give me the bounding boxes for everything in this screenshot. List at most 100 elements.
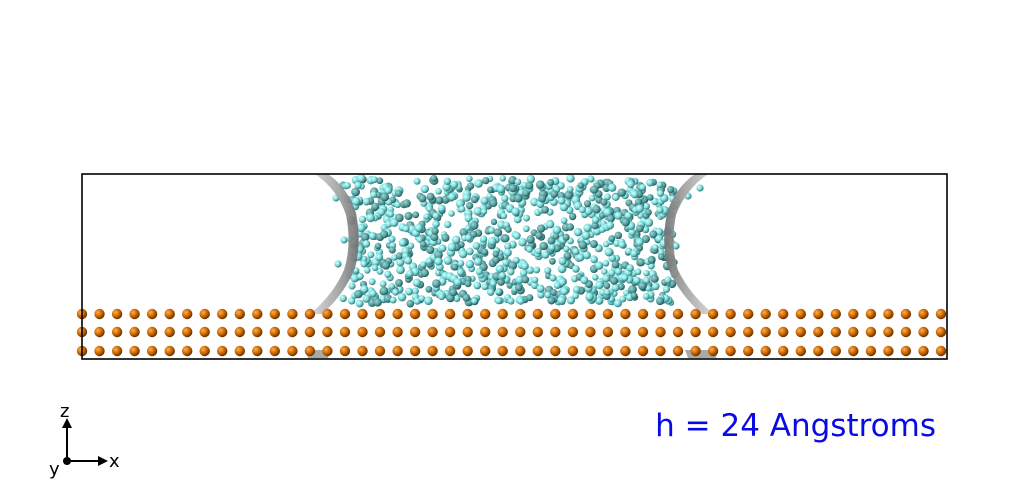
water-atom (479, 235, 488, 243)
water-atom (464, 280, 472, 288)
separation-label: h = 24 Angstroms (655, 408, 936, 444)
water-atom (557, 196, 566, 205)
substrate-atom (760, 345, 771, 357)
water-atom (491, 255, 500, 264)
water-atom (604, 193, 611, 201)
substrate-atom (725, 308, 736, 320)
axis-indicator: z x y (49, 401, 120, 480)
water-atom (560, 287, 569, 296)
water-atom (513, 231, 521, 240)
water-atom (525, 181, 534, 190)
water-atom (549, 274, 557, 282)
water-atom (630, 292, 638, 299)
substrate-atom (620, 308, 631, 320)
water-atom (530, 281, 539, 290)
water-atom (432, 212, 440, 220)
water-atom (469, 230, 478, 238)
water-atom (362, 240, 371, 248)
water-atom (637, 258, 646, 267)
water-atom (406, 269, 414, 278)
substrate-atom (94, 308, 105, 320)
water-atom (407, 242, 415, 250)
water-atom (572, 247, 580, 256)
water-atom (482, 176, 490, 185)
simulation-box (81, 173, 948, 360)
water-atom (487, 236, 497, 246)
z-axis-label: z (60, 401, 69, 422)
water-atom (563, 251, 572, 260)
substrate-atom (497, 308, 508, 320)
water-atom (657, 253, 665, 261)
water-atom (501, 194, 509, 203)
substrate-atom (322, 326, 333, 338)
substrate-atom (392, 345, 403, 357)
water-atom (500, 212, 508, 220)
water-atom (395, 189, 403, 197)
water-atom (655, 297, 665, 306)
water-atom (369, 289, 377, 298)
water-atom (515, 283, 523, 292)
water-atom (373, 298, 382, 307)
substrate-atom (94, 345, 105, 357)
water-atom (506, 282, 513, 289)
substrate-atom (918, 326, 929, 338)
substrate-atom (795, 345, 806, 357)
water-atom (496, 184, 506, 194)
substrate-atom (795, 326, 806, 338)
substrate-atom (199, 345, 210, 357)
substrate-atom (567, 326, 579, 338)
water-atom (384, 186, 393, 195)
substrate-atom (883, 345, 894, 357)
water-atom (566, 223, 575, 231)
water-atom (412, 278, 422, 287)
water-atom (356, 174, 366, 183)
water-atom (368, 278, 376, 286)
water-atom (441, 233, 450, 242)
water-atom (357, 223, 366, 233)
substrate-atom (550, 345, 561, 357)
water-atom (650, 274, 659, 283)
water-atom (466, 247, 474, 256)
water-atom (492, 272, 501, 281)
water-atom (438, 293, 445, 301)
substrate-atom (620, 326, 631, 338)
water-atom (539, 241, 548, 251)
water-atom (404, 211, 413, 221)
water-atom (351, 187, 360, 197)
substrate-atom (813, 345, 824, 357)
water-atom (402, 199, 411, 208)
water-atom (519, 269, 528, 277)
water-atom (361, 232, 370, 242)
water-atom (435, 196, 444, 205)
water-atom (636, 224, 644, 233)
water-atom (405, 287, 413, 296)
water-atom (489, 280, 497, 287)
substrate-atom (690, 326, 701, 338)
water-atom (544, 267, 552, 275)
water-atom (464, 224, 472, 232)
water-atom (522, 225, 530, 233)
substrate-atom (444, 308, 456, 320)
water-atom (600, 198, 608, 206)
water-atom (371, 264, 379, 272)
water-atom (389, 296, 397, 304)
substrate-atom (409, 308, 421, 320)
water-atom (487, 186, 494, 194)
water-atom (381, 261, 391, 270)
substrate-atom (515, 326, 526, 338)
substrate-atom (392, 308, 403, 320)
x-axis-arrow (98, 456, 108, 466)
substrate-atom (743, 345, 754, 357)
water-molecules (332, 174, 704, 308)
water-atom (557, 295, 566, 305)
water-atom (526, 174, 536, 184)
water-atom (536, 284, 545, 293)
substrate-atom (515, 308, 526, 320)
water-atom (448, 192, 457, 201)
substrate-atom (935, 308, 947, 320)
water-atom (638, 281, 647, 291)
substrate-atom (567, 345, 579, 357)
water-atom (377, 208, 386, 217)
substrate-atom (725, 326, 736, 338)
water-atom (434, 257, 443, 266)
